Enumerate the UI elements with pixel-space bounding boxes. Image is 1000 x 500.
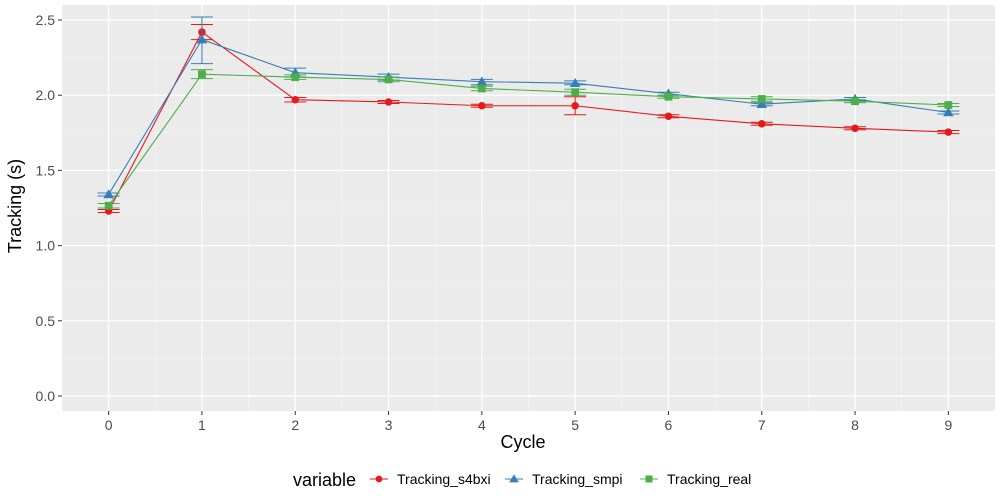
y-tick-label: 2.0 bbox=[36, 87, 56, 103]
data-point bbox=[851, 124, 859, 133]
y-tick-labels: 0.0 0.5 1.0 1.5 2.0 2.5 bbox=[36, 12, 56, 404]
y-axis-title: Tracking (s) bbox=[5, 159, 25, 253]
data-point bbox=[664, 112, 673, 121]
y-tick-label: 2.5 bbox=[36, 12, 56, 28]
x-tick-label: 8 bbox=[851, 417, 859, 433]
x-tick-labels: 0 1 2 3 4 5 6 7 8 9 bbox=[105, 417, 953, 433]
legend-label: Tracking_s4bxi bbox=[397, 471, 491, 487]
y-tick-label: 1.5 bbox=[36, 162, 56, 178]
data-point bbox=[943, 107, 954, 117]
data-point bbox=[477, 84, 486, 93]
x-axis-title: Cycle bbox=[500, 432, 545, 452]
y-tick-label: 0.0 bbox=[36, 388, 56, 404]
data-point bbox=[756, 98, 767, 109]
data-point bbox=[664, 92, 673, 101]
legend-items: Tracking_s4bxi Tracking_smpi Tracking_real bbox=[370, 471, 751, 487]
legend-label: Tracking_real bbox=[667, 471, 751, 487]
series-Tracking_s4bxi bbox=[97, 24, 960, 215]
legend-key-marker bbox=[645, 475, 653, 483]
data-point bbox=[198, 70, 206, 79]
data-point bbox=[384, 75, 393, 84]
x-tick-label: 0 bbox=[105, 417, 113, 433]
series-Tracking_real bbox=[97, 69, 960, 210]
data-point bbox=[944, 128, 953, 136]
data-point bbox=[478, 101, 486, 110]
x-tick-label: 4 bbox=[478, 417, 486, 433]
data-point bbox=[104, 201, 113, 210]
legend-item: Tracking_real bbox=[640, 471, 751, 487]
data-point bbox=[196, 34, 208, 44]
data-point bbox=[384, 98, 393, 106]
data-point bbox=[758, 120, 766, 128]
x-tick-label: 2 bbox=[291, 417, 299, 433]
legend-key-marker bbox=[509, 474, 519, 483]
x-tick-label: 5 bbox=[571, 417, 579, 433]
data-point bbox=[476, 76, 488, 86]
series-line bbox=[108, 31, 949, 212]
legend-key-marker bbox=[375, 475, 383, 483]
axis-ticks bbox=[58, 19, 949, 415]
legend-title: variable bbox=[293, 470, 356, 490]
major-grid bbox=[62, 5, 995, 411]
x-tick-label: 7 bbox=[758, 417, 766, 433]
x-tick-label: 6 bbox=[665, 417, 673, 433]
data-point bbox=[851, 97, 859, 106]
legend-label: Tracking_smpi bbox=[532, 471, 623, 487]
x-tick-label: 9 bbox=[944, 417, 952, 433]
data-point bbox=[291, 95, 299, 104]
series-line bbox=[108, 73, 949, 207]
data-point bbox=[571, 101, 579, 110]
data-point bbox=[103, 189, 114, 199]
legend-item: Tracking_smpi bbox=[505, 471, 623, 487]
legend: variable Tracking_s4bxi Tracking_smpi Trac… bbox=[293, 470, 751, 490]
x-tick-label: 1 bbox=[198, 417, 206, 433]
data-point bbox=[571, 88, 580, 97]
data-point bbox=[569, 77, 581, 87]
y-tick-label: 0.5 bbox=[36, 313, 56, 329]
legend-item: Tracking_s4bxi bbox=[370, 471, 491, 487]
minor-grid bbox=[62, 5, 995, 411]
data-point bbox=[291, 73, 300, 82]
data-point bbox=[757, 95, 766, 103]
series-layer bbox=[97, 16, 960, 215]
data-point bbox=[944, 101, 953, 109]
x-tick-label: 3 bbox=[385, 417, 393, 433]
y-tick-label: 1.0 bbox=[36, 238, 56, 254]
series-line bbox=[108, 38, 949, 195]
